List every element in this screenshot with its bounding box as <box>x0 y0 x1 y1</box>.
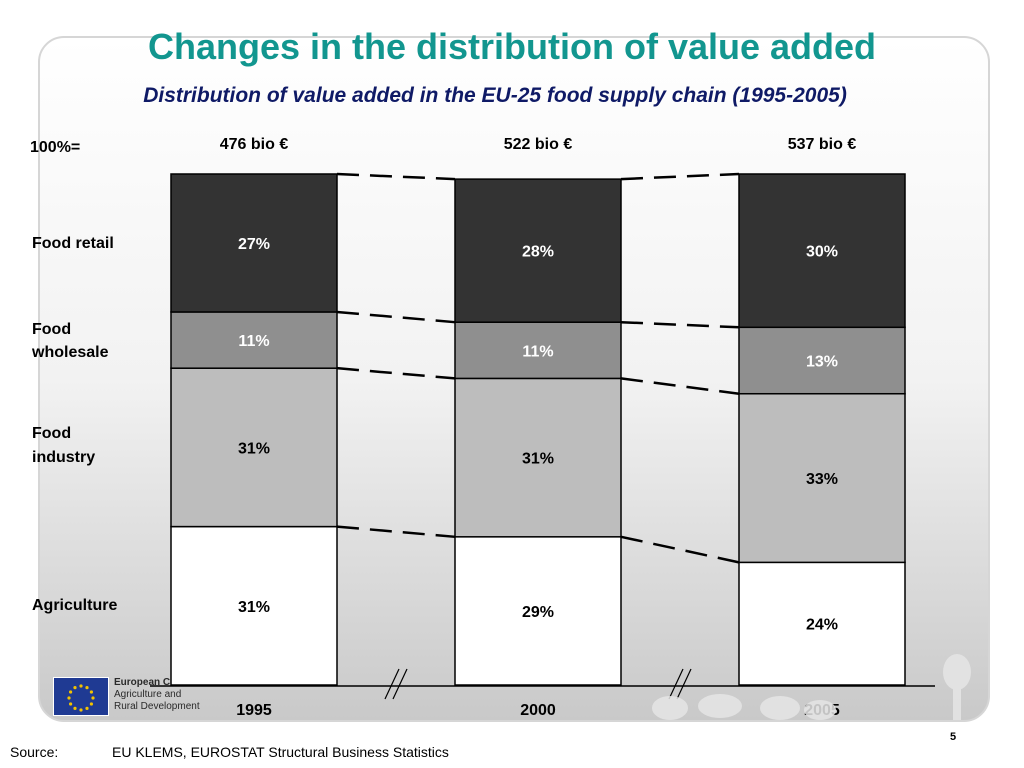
bar-segment-agriculture-2000 <box>454 536 622 686</box>
total-label: 100%= <box>30 139 81 156</box>
year-label-1995: 1995 <box>236 702 272 719</box>
bar-label-agriculture-2005: 24% <box>806 617 838 634</box>
bar-segment-food-wholesale-2000 <box>454 321 622 380</box>
bar-label-food-industry-2005: 33% <box>806 471 838 488</box>
connector-1995-2000-1 <box>336 366 456 380</box>
source-note: Source: EU KLEMS, EUROSTAT Structural Bus… <box>10 744 449 760</box>
page-number: 5 <box>950 731 957 743</box>
row-label-food-industry-line1: Food <box>32 425 72 442</box>
axis-break-mark-0-0 <box>384 668 400 700</box>
bar-label-food-wholesale-1995: 11% <box>238 333 269 350</box>
row-label-food-retail: Food retail <box>32 235 114 252</box>
total-2005: 537 bio € <box>787 136 857 153</box>
bar-label-food-wholesale-2000: 11% <box>522 343 553 360</box>
bar-label-food-retail-2000: 28% <box>522 244 554 261</box>
bar-segment-food-retail-2005 <box>738 173 906 329</box>
bar-label-food-retail-1995: 27% <box>238 236 270 253</box>
bar-segment-food-wholesale-1995 <box>170 311 338 369</box>
connector-1995-2000-3 <box>336 172 456 181</box>
bar-label-food-wholesale-2005: 13% <box>806 354 838 371</box>
connector-2000-2005-1 <box>620 377 740 395</box>
logo-line-1: European C <box>114 677 171 688</box>
total-2000: 522 bio € <box>503 136 573 153</box>
logo-line-2: Agriculture and <box>114 689 182 700</box>
bar-label-food-industry-1995: 31% <box>238 440 270 457</box>
connector-1995-2000-2 <box>336 310 456 324</box>
bar-segment-food-industry-2005 <box>738 392 906 564</box>
eu-flag-logo <box>53 677 109 716</box>
chart-subtitle: Distribution of value added in the EU-25… <box>143 84 847 107</box>
logo-line-3: Rural Development <box>114 701 200 712</box>
axis-break-mark-1-0 <box>668 668 684 700</box>
row-label-agriculture: Agriculture <box>32 597 118 614</box>
bar-label-food-industry-2000: 31% <box>522 451 554 468</box>
page-title: Changes in the distribution of value add… <box>147 26 877 67</box>
year-label-2000: 2000 <box>520 702 556 719</box>
connector-2000-2005-0 <box>620 535 740 564</box>
connector-2000-2005-2 <box>620 320 740 329</box>
row-label-food-industry-line2: industry <box>32 449 96 466</box>
row-label-food-wholesale-line1: Food <box>32 321 72 338</box>
source-label: Source: <box>10 744 59 760</box>
bar-segment-food-industry-2000 <box>454 377 622 538</box>
bar-segment-food-wholesale-2005 <box>738 326 906 395</box>
total-1995: 476 bio € <box>219 136 289 153</box>
connector-1995-2000-0 <box>336 525 456 539</box>
bar-segment-food-retail-2000 <box>454 178 622 323</box>
axis-break-mark-0-1 <box>392 668 408 700</box>
bar-segment-agriculture-2005 <box>738 561 906 686</box>
bar-label-agriculture-2000: 29% <box>522 604 554 621</box>
connector-2000-2005-3 <box>620 172 740 181</box>
bar-label-agriculture-1995: 31% <box>238 599 270 616</box>
logo-caption: European C Agriculture and Rural Develop… <box>114 677 200 713</box>
bar-label-food-retail-2005: 30% <box>806 244 838 261</box>
axis-break-mark-1-1 <box>676 668 692 700</box>
source-text: EU KLEMS, EUROSTAT Structural Business S… <box>112 744 449 760</box>
farm-animals-illustration <box>652 654 971 720</box>
bar-segment-food-retail-1995 <box>170 173 338 313</box>
row-label-food-wholesale-line2: wholesale <box>32 344 109 361</box>
